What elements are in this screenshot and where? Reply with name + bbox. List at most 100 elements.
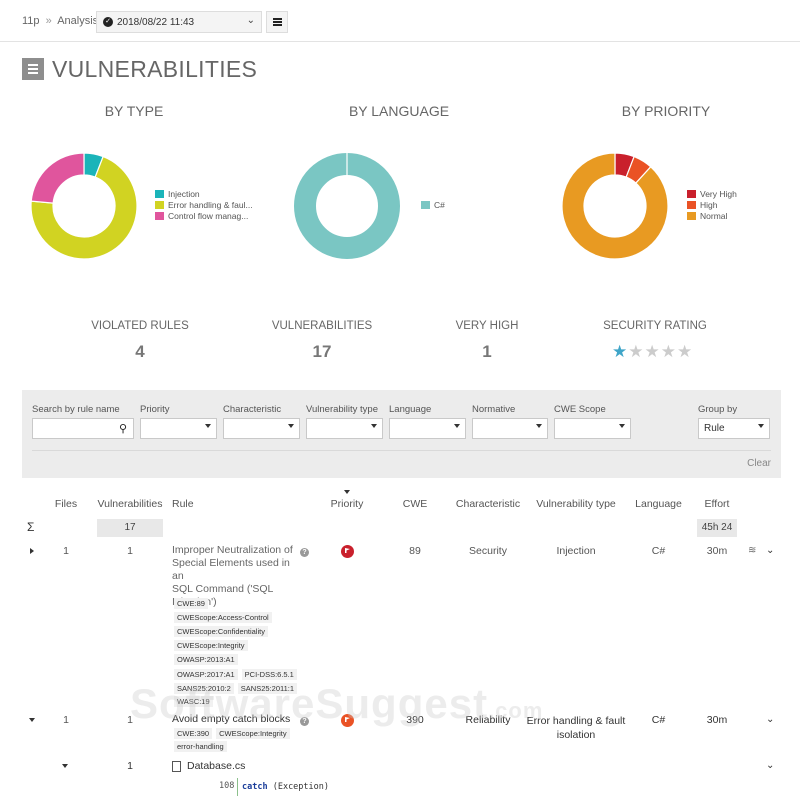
chevron-down-icon[interactable]: ⌄ [766, 545, 775, 556]
priority-very-high-icon [341, 545, 354, 558]
legend-item-control-flow[interactable]: Control flow manag... [155, 211, 253, 222]
normative-filter-select[interactable] [472, 418, 548, 439]
file-name[interactable]: Database.cs [187, 760, 246, 772]
caret-down-icon [758, 424, 764, 428]
snapshot-select[interactable]: ✓ 2018/08/22 11:43 ⌄ [96, 11, 262, 33]
tag[interactable]: CWE:89 [174, 598, 208, 609]
tag[interactable]: CWE:390 [174, 728, 213, 739]
kpi-vulnerabilities-label: VULNERABILITIES [271, 320, 373, 332]
normative-filter-label: Normative [472, 404, 516, 415]
kpi-very-high-label: VERY HIGH [455, 320, 519, 332]
tag[interactable]: CWEScope:Access-Control [174, 612, 272, 623]
star-empty-icon: ★ [677, 342, 694, 361]
clear-filters-link[interactable]: Clear [747, 458, 771, 469]
by-priority-legend: Very High High Normal [687, 189, 737, 222]
language-filter-label: Language [389, 404, 432, 415]
chevron-down-icon[interactable]: ⌄ [766, 714, 775, 725]
row1-vuln-type: Injection [556, 545, 596, 557]
col-header-effort[interactable]: Effort [704, 498, 730, 510]
expand-row-icon[interactable] [30, 548, 34, 554]
by-type-title: BY TYPE [104, 103, 164, 119]
file-row-vulnerabilities: 1 [127, 760, 133, 772]
tag[interactable]: CWEScope:Integrity [216, 728, 290, 739]
kpi-very-high-value[interactable]: 1 [482, 342, 492, 361]
row2-rule-name[interactable]: Avoid empty catch blocks [172, 713, 291, 725]
star-empty-icon: ★ [660, 342, 677, 361]
col-header-language[interactable]: Language [635, 498, 682, 510]
breadcrumb-project[interactable]: 11p [22, 15, 40, 27]
sum-row-sigma: Σ [27, 520, 35, 534]
donut-slice-control-flow-manag[interactable] [30, 152, 85, 204]
kpi-violated-rules-value[interactable]: 4 [135, 342, 145, 361]
group-by-select[interactable]: Rule [698, 418, 770, 439]
legend-item-high[interactable]: High [687, 200, 737, 211]
donut-slice-normal[interactable] [561, 152, 669, 260]
tag[interactable]: error-handling [174, 741, 227, 752]
donut-slice-error-handling-faul[interactable] [30, 155, 138, 260]
priority-filter-select[interactable] [140, 418, 217, 439]
collapse-file-icon[interactable] [62, 764, 68, 768]
col-header-vulnerabilities[interactable]: Vulnerabilities [97, 498, 163, 510]
list-icon[interactable] [22, 58, 44, 80]
legend-item-normal[interactable]: Normal [687, 211, 737, 222]
kpi-vulnerabilities-value[interactable]: 17 [312, 342, 332, 361]
row1-cwe[interactable]: 89 [409, 545, 421, 557]
search-input[interactable]: ⚲ [32, 418, 134, 439]
tag[interactable]: CWEScope:Confidentiality [174, 626, 268, 637]
caret-down-icon [205, 424, 211, 428]
legend-item-very-high[interactable]: Very High [687, 189, 737, 200]
code-line-number: 108 [219, 781, 235, 791]
tag[interactable]: PCI-DSS:6.5.1 [241, 669, 297, 680]
tag-line: SANS25:2010:2 SANS25:2011:1 [174, 682, 301, 694]
col-header-cwe[interactable]: CWE [402, 498, 428, 510]
language-filter-select[interactable] [389, 418, 466, 439]
help-icon[interactable]: ? [300, 548, 309, 557]
cwe-scope-filter-select[interactable] [554, 418, 631, 439]
row1-vulnerabilities[interactable]: 1 [127, 545, 133, 557]
col-header-priority[interactable]: Priority [330, 498, 364, 510]
row2-files: 1 [63, 714, 69, 726]
priority-high-icon [341, 714, 354, 727]
vuln-type-filter-select[interactable] [306, 418, 383, 439]
row1-characteristic: Security [469, 545, 507, 557]
col-header-rule[interactable]: Rule [172, 498, 194, 510]
top-bar: 11p » Analysis ✓ 2018/08/22 11:43 ⌄ [0, 0, 800, 42]
legend-item-csharp[interactable]: C# [421, 200, 445, 211]
col-header-files[interactable]: Files [54, 498, 78, 510]
tag[interactable]: CWEScope:Integrity [174, 640, 248, 651]
col-header-characteristic[interactable]: Characteristic [455, 498, 521, 510]
filter-panel: Search by rule name ⚲ Priority Character… [22, 390, 781, 478]
tag[interactable]: WASC:19 [174, 696, 213, 707]
chevron-down-icon[interactable]: ⌄ [766, 760, 775, 771]
row2-vulnerabilities[interactable]: 1 [127, 714, 133, 726]
donut-slice-c[interactable] [294, 153, 400, 259]
total-vulnerabilities: 17 [97, 519, 163, 537]
tag[interactable]: OWASP:2017:A1 [174, 669, 238, 680]
breadcrumb-section[interactable]: Analysis [57, 15, 99, 27]
by-type-donut-chart [30, 152, 138, 260]
col-header-vuln-type[interactable]: Vulnerability type [536, 498, 616, 510]
row2-cwe[interactable]: 390 [406, 714, 424, 726]
collapse-row-icon[interactable] [29, 718, 35, 722]
total-effort: 45h 24 [697, 519, 737, 537]
priority-filter-label: Priority [140, 404, 170, 415]
tag[interactable]: SANS25:2011:1 [237, 683, 298, 694]
watermark: SoftwareSuggest.com [130, 680, 544, 727]
sort-desc-icon [344, 490, 350, 494]
characteristic-filter-select[interactable] [223, 418, 300, 439]
tag[interactable]: SANS25:2010:2 [174, 683, 234, 694]
help-icon[interactable]: ? [300, 717, 309, 726]
snapshot-value: 2018/08/22 11:43 [117, 17, 195, 28]
row1-effort: 30m [706, 545, 728, 557]
filter-divider [32, 450, 771, 451]
layers-icon[interactable]: ≋ [748, 545, 757, 556]
menu-button[interactable] [266, 11, 288, 33]
tag[interactable]: OWASP:2013:A1 [174, 654, 238, 665]
legend-item-injection[interactable]: Injection [155, 189, 253, 200]
search-icon: ⚲ [118, 423, 127, 435]
code-gutter-marker [237, 778, 238, 796]
group-by-label: Group by [698, 404, 738, 415]
legend-item-error-handling[interactable]: Error handling & faul... [155, 200, 253, 211]
row1-language: C# [651, 545, 666, 557]
breadcrumb: 11p » Analysis [22, 15, 98, 27]
